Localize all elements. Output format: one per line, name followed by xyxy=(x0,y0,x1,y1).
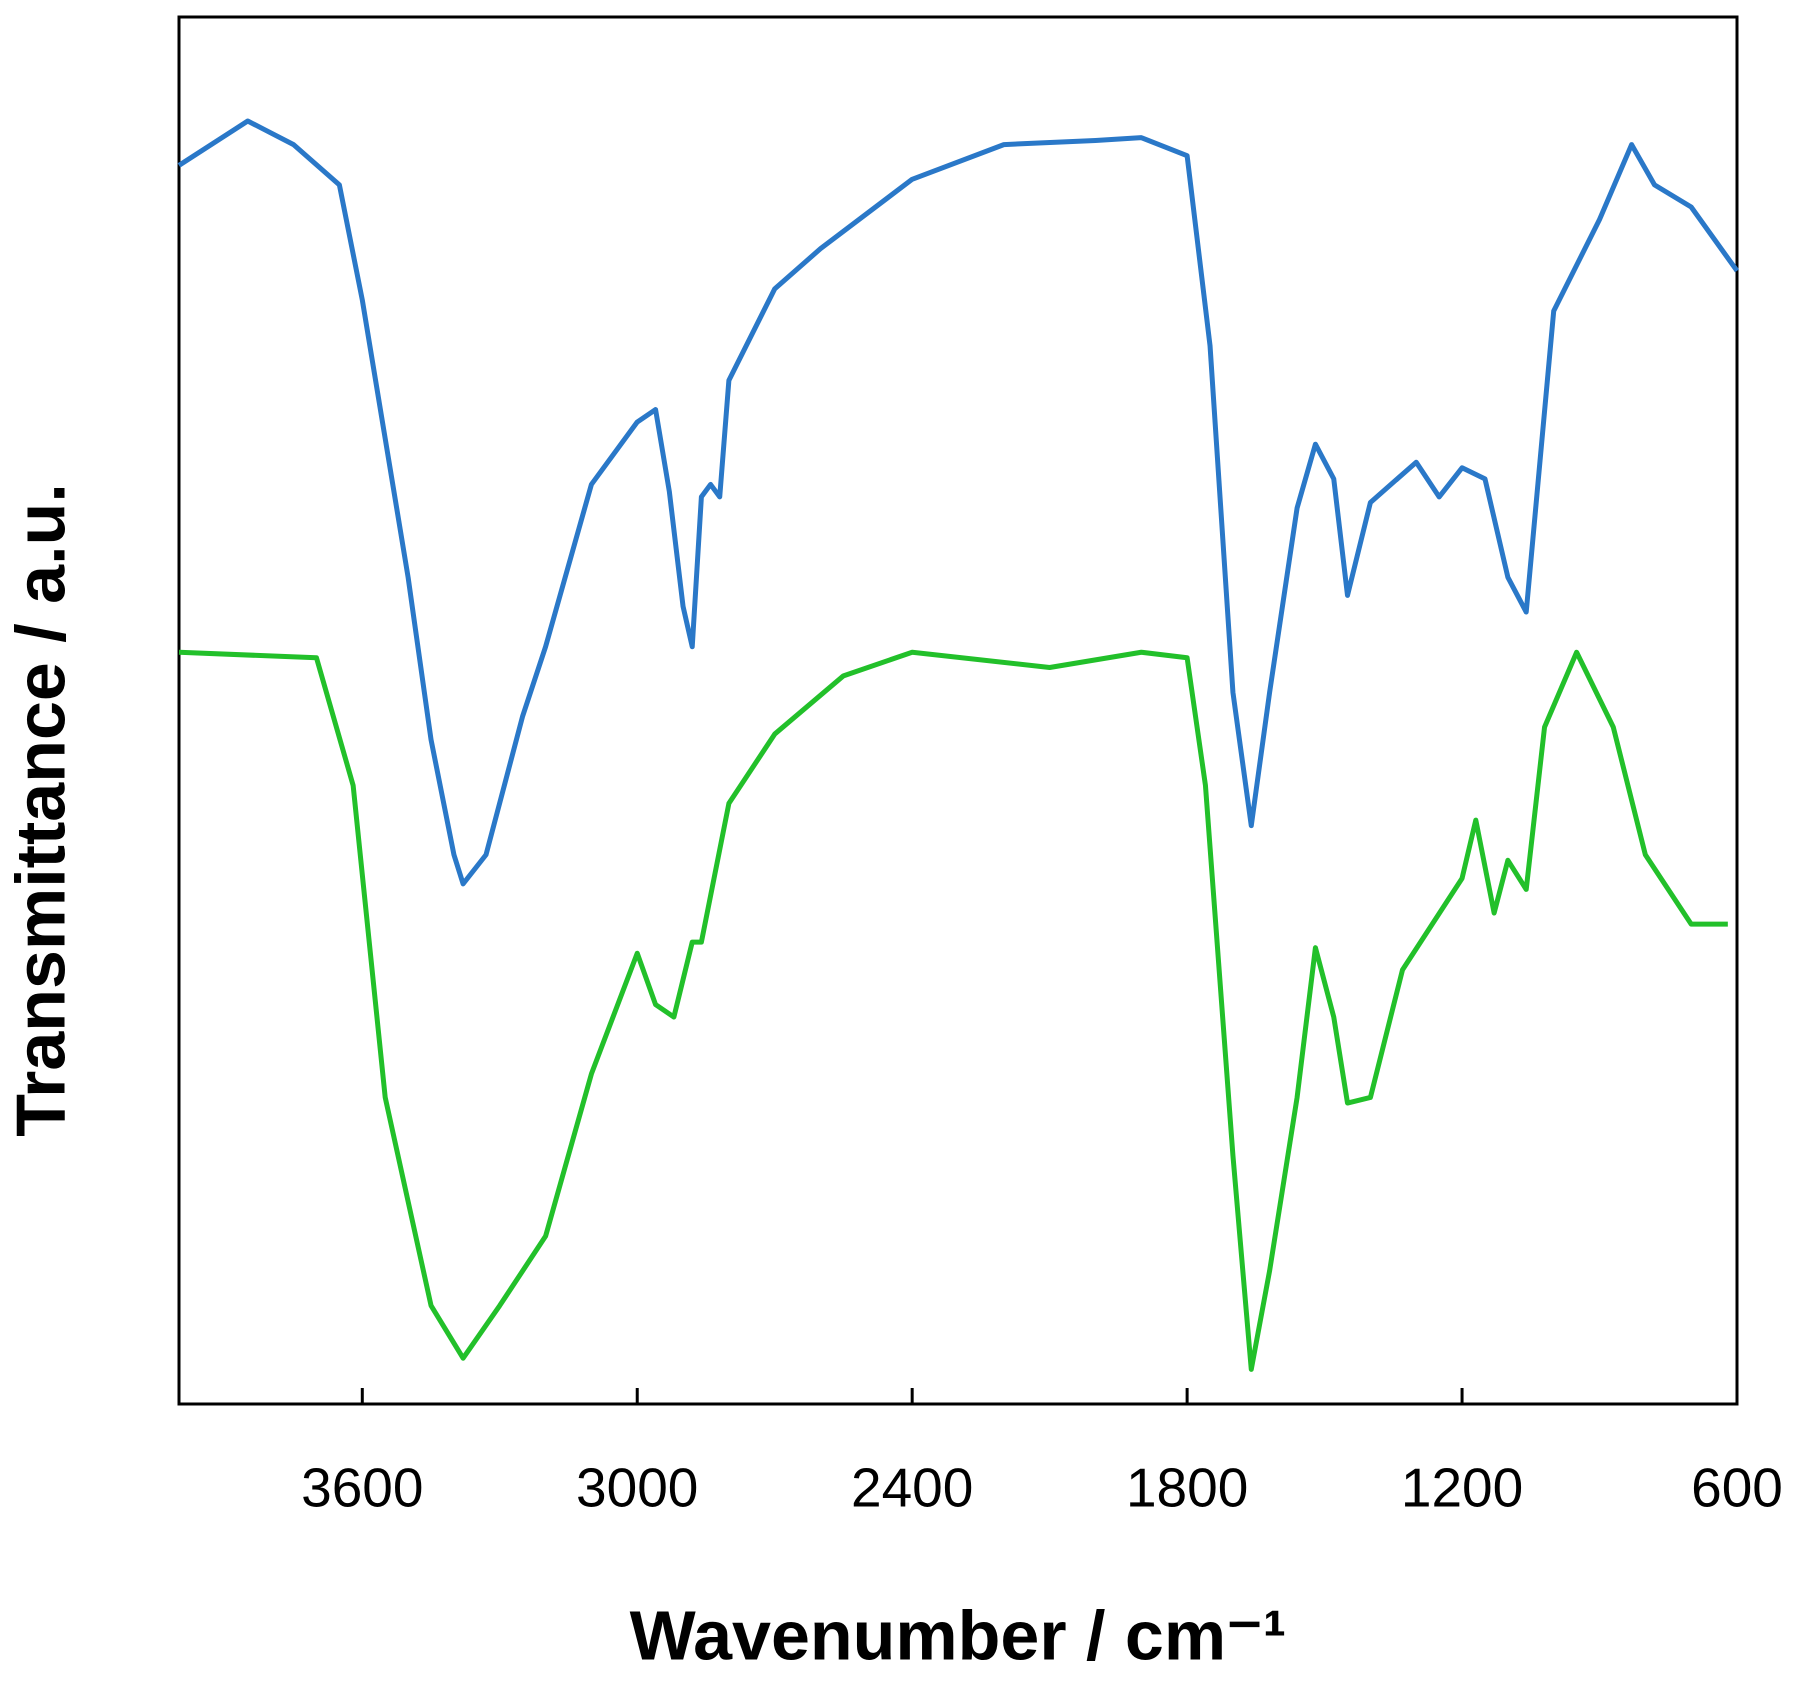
x-tick-label: 3600 xyxy=(301,1457,423,1519)
x-tick-label: 1200 xyxy=(1401,1457,1523,1519)
spectrum-line xyxy=(177,118,1740,887)
spectrum-line xyxy=(178,649,1728,1372)
plot-frame xyxy=(177,15,1739,1406)
x-axis-title: Wavenumber / cm⁻¹ xyxy=(630,1596,1287,1674)
x-tick-label: 600 xyxy=(1691,1457,1783,1519)
y-axis-title: Transmittance / a.u. xyxy=(1,483,79,1137)
x-tick-label: 1800 xyxy=(1126,1457,1248,1519)
x-tick-label: 2400 xyxy=(851,1457,973,1519)
x-tick-label: 3000 xyxy=(576,1457,698,1519)
